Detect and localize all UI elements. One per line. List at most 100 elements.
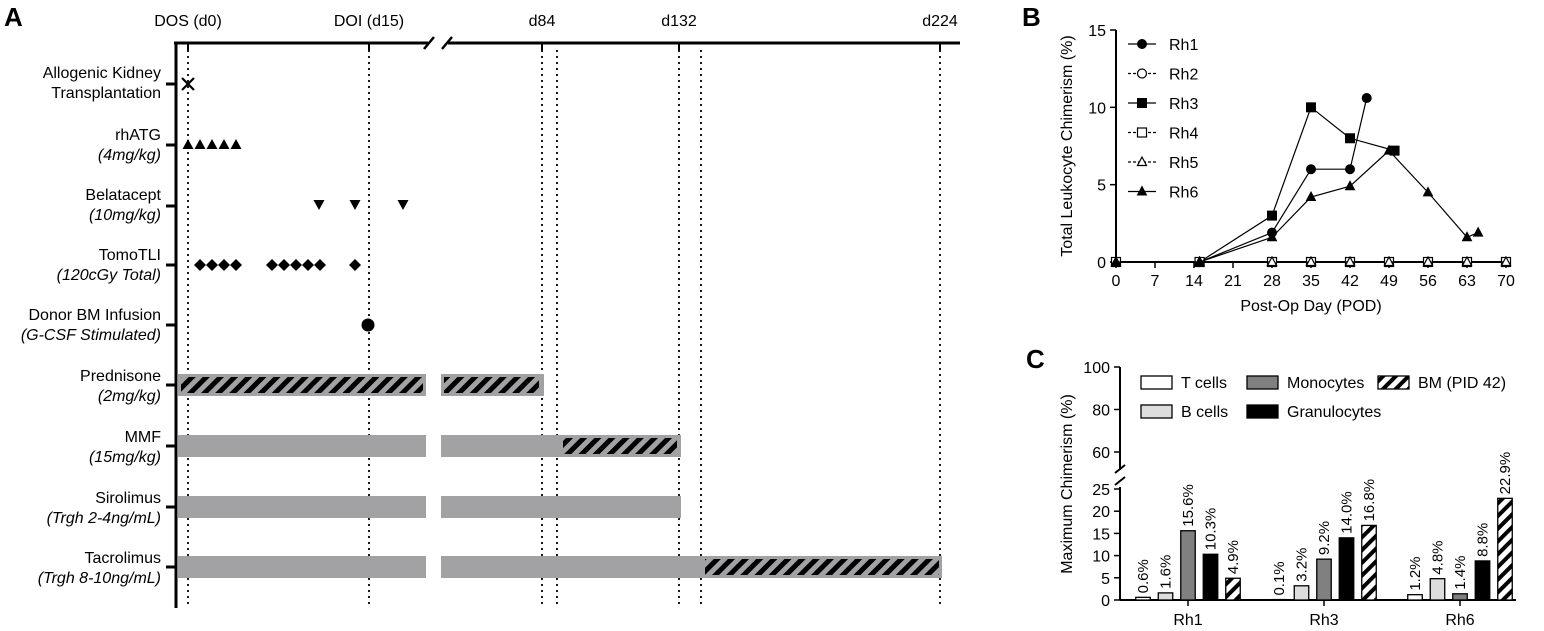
y-axis-title: Total Leukocyte Chimerism (%) [1059,35,1076,256]
tomotli-fraction [290,259,302,271]
legend-label: T cells [1181,375,1227,392]
data-point-rh5 [1383,255,1395,267]
legend-marker [1136,127,1148,138]
bar-b-cells [1429,578,1446,601]
rhatg-dose [194,139,206,149]
tomotli-markers [194,259,361,271]
rhatg-dose [206,139,218,149]
data-label: 0.6% [1135,559,1152,593]
bar-monocytes [1452,593,1468,601]
legend-marker [1136,185,1148,196]
chimerism-line-chart: 0 7 14 21 28 35 42 49 56 63 70 0 5 10 15 Post-Op Day (P… [1059,23,1515,315]
legend-swatch [1246,404,1279,419]
data-label: 1.4% [1452,556,1469,590]
data-point-rh1 [1361,93,1372,104]
timeline-panel: DOS (d0) DOI (d15) d84 d132 d224 [21,13,960,608]
row-label-belatacept: Belatacept [85,187,161,204]
bar-t-cells [1407,594,1423,601]
legend-marker [1136,68,1148,79]
prednisone-taper [444,377,539,393]
bar-monocytes [1180,530,1196,601]
data-point-rh6 [1305,190,1317,202]
tomotli-fraction [218,259,230,271]
data-label: 0.1% [1271,561,1288,595]
belatacept-dose [397,200,409,210]
bar-b-cells [1157,592,1174,601]
data-label: 8.8% [1475,523,1492,557]
y-tick-label: 0 [1101,593,1110,610]
legend-marker [1137,98,1147,108]
y-tick-label: 10 [1092,549,1110,566]
bar-granulocytes [1474,560,1491,601]
legend-label: Granulocytes [1287,404,1381,421]
timepoint-label-d224: d224 [922,13,958,30]
y-tick-label: 25 [1092,482,1110,499]
data-label: 1.6% [1158,555,1175,589]
data-point-rh5 [1266,255,1278,267]
data-point-rh3 [1306,102,1316,113]
y-tick-label: 20 [1092,504,1110,521]
legend-label: Rh1 [1169,37,1198,54]
row-ticks [166,82,176,569]
x-tick-label: 56 [1419,273,1437,290]
tacrolimus-taper [705,559,939,575]
x-tick-label: 42 [1341,273,1359,290]
legend-swatch [1140,375,1173,390]
tomotli-fraction [278,259,290,271]
bar-bm-pid-42- [1225,577,1241,601]
row-label-tacrolimus: Tacrolimus [85,550,161,567]
data-point-rh5 [1305,255,1317,267]
panel-label-c: C [1026,344,1045,374]
timepoint-label-d15: DOI (d15) [334,13,404,30]
row-label-rhatg: rhATG [115,127,161,144]
x-tick-label: 35 [1302,273,1320,290]
data-point-rh3 [1267,210,1277,221]
data-label: 16.8% [1361,479,1378,522]
category-label: Rh1 [1173,612,1202,629]
belatacept-dose [349,200,361,210]
data-label: 4.8% [1430,540,1447,574]
data-label: 3.2% [1294,548,1311,582]
legend-marker [1136,155,1148,167]
legend-label: Rh4 [1169,126,1198,143]
data-point-rh6 [1110,255,1122,266]
data-point-rh5 [1422,255,1434,267]
tacrolimus-bar [178,556,426,578]
legend-label: Rh6 [1169,185,1198,202]
data-label: 14.0% [1339,491,1356,534]
data-label: 1.2% [1407,556,1424,590]
transplant-marker [181,77,195,91]
tomotli-fraction [302,259,314,271]
bar-granulocytes [1338,537,1355,601]
drug-bars [178,374,942,578]
y-tick-label: 80 [1092,403,1110,420]
timepoint-label-d84: d84 [529,13,556,30]
row-label-bm-infusion: Donor BM Infusion [28,307,161,324]
y-tick-label: 5 [1101,571,1110,588]
y-tick-label: 10 [1088,100,1106,117]
data-point-rh1 [1306,164,1316,175]
row-label-transplant: Allogenic Kidney [43,65,161,82]
rhatg-dose [218,139,230,149]
row-label-tomotli: TomoTLI [99,247,161,264]
x-tick-label: 0 [1112,273,1121,290]
x-tick-label: 7 [1151,273,1160,290]
legend-swatch [1246,375,1279,390]
row-dose-mmf: (15mg/kg) [89,449,161,466]
data-point-rh6 [1383,144,1395,155]
tomotli-fraction [230,259,242,271]
panel-label-b: B [1022,2,1041,32]
tomotli-fraction [266,259,278,271]
row-label-mmf: MMF [125,429,162,446]
timepoint-label-d132: d132 [661,13,697,30]
chimerism-bar-chart: 60 80 100 0 5 10 15 20 25 Maximum Chimerism (%) Rh… [1059,360,1516,629]
bar-bm-pid-42- [1497,497,1513,601]
bar-granulocytes [1202,553,1219,601]
x-tick-label: 70 [1497,273,1515,290]
x-tick-label: 63 [1458,273,1476,290]
axis-break-mark [1114,476,1126,486]
timeline-axis [174,36,960,50]
y-axis-title: Maximum Chimerism (%) [1059,394,1076,574]
y-tick-label: 15 [1092,526,1110,543]
tomotli-fraction [206,259,218,271]
